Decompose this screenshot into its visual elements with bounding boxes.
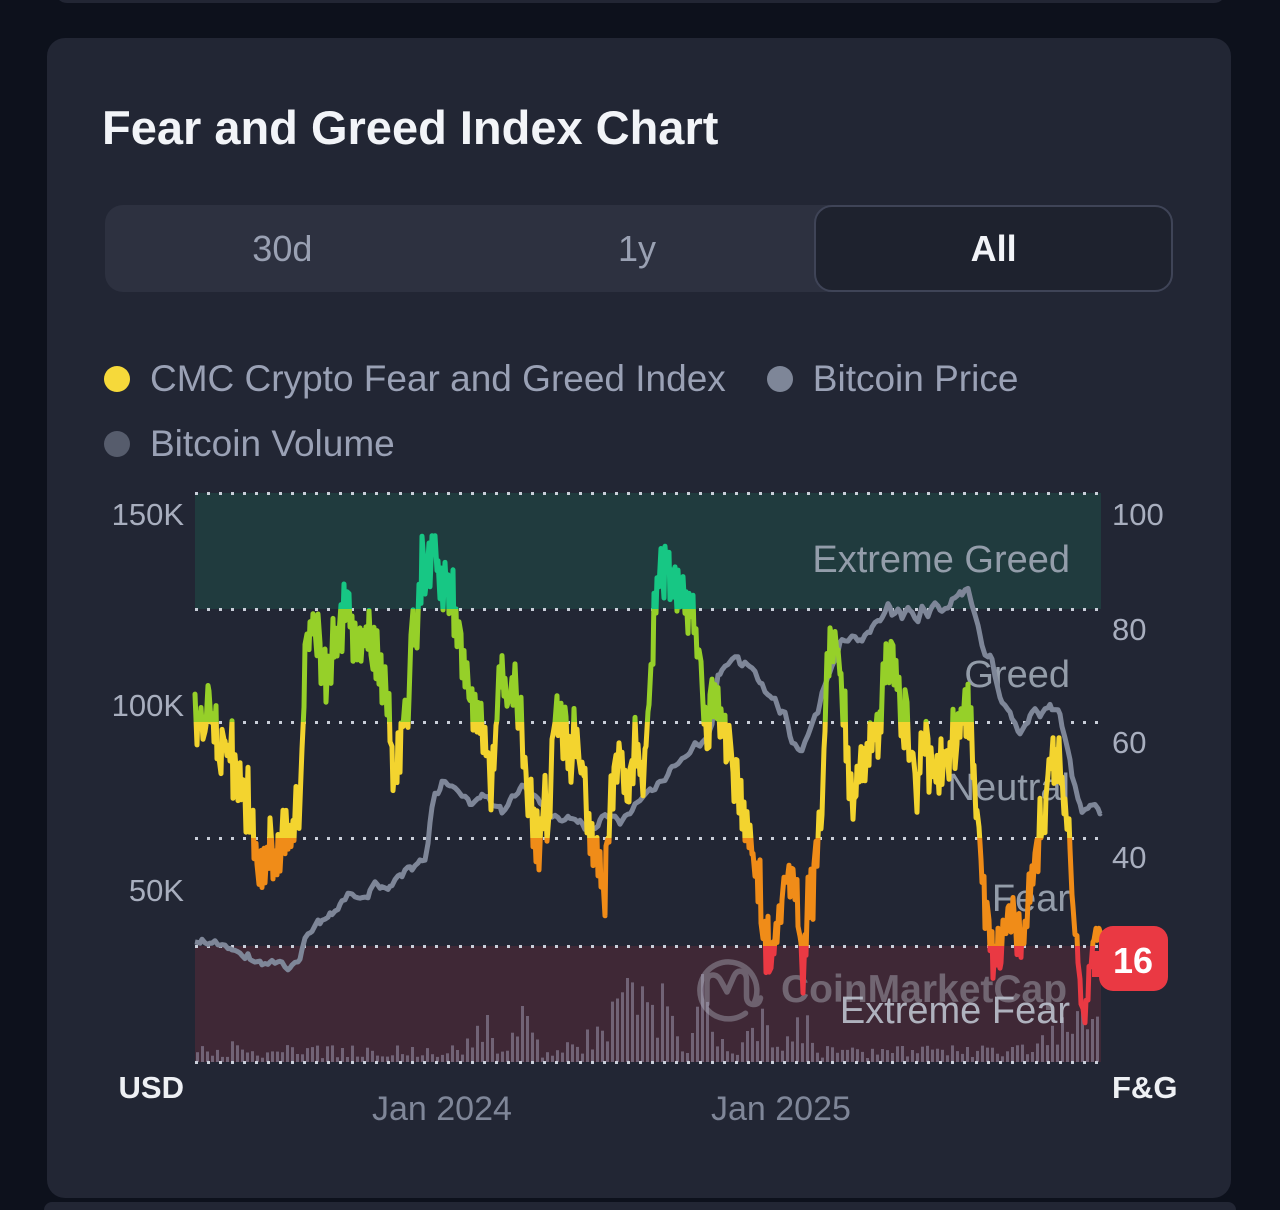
svg-text:Extreme Fear: Extreme Fear xyxy=(840,990,1071,1032)
svg-text:Extreme Greed: Extreme Greed xyxy=(812,539,1070,581)
svg-text:Greed: Greed xyxy=(964,654,1070,696)
svg-text:16: 16 xyxy=(1113,940,1153,981)
svg-text:CoinMarketCap: CoinMarketCap xyxy=(781,968,1067,1011)
